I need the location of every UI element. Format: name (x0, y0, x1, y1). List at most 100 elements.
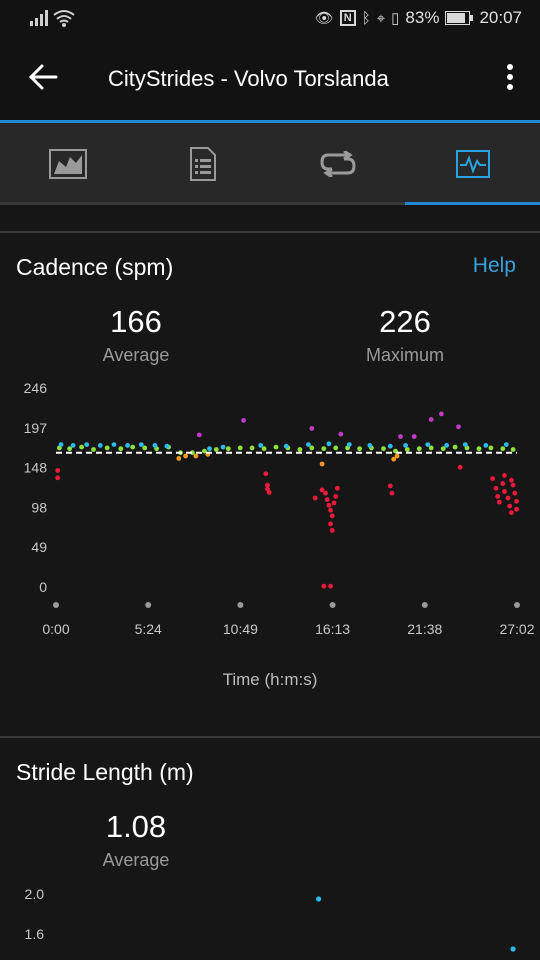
cadence-point (389, 490, 395, 496)
cadence-point (452, 444, 458, 450)
cadence-point (394, 453, 400, 459)
tab-laps[interactable] (270, 123, 405, 205)
x-tick-label: 10:49 (223, 621, 258, 637)
overflow-menu-icon[interactable] (502, 64, 518, 94)
cadence-point (493, 485, 499, 491)
cadence-point (509, 477, 514, 483)
cadence-point (326, 441, 332, 447)
cadence-point (266, 490, 272, 495)
cadence-point (220, 444, 226, 450)
divider (0, 231, 540, 233)
cadence-point (142, 445, 148, 451)
cadence-point (207, 446, 212, 452)
cadence-point (329, 513, 335, 519)
cadence-point (428, 445, 434, 451)
y-tick-label: 1.6 (25, 926, 45, 942)
cadence-maximum-value: 226 (379, 304, 431, 339)
cadence-point (319, 487, 325, 493)
cadence-point (387, 443, 393, 449)
status-bar: 👁 N ᛒ ⌖ ▯ 83% 20:07 (0, 0, 540, 36)
cadence-point (319, 461, 325, 467)
stride-point (316, 896, 322, 902)
cadence-point (404, 447, 410, 452)
cadence-point (398, 434, 403, 439)
page-title: CityStrides - Volvo Torslanda (108, 66, 389, 91)
cadence-point (309, 426, 315, 431)
cadence-average-label: Average (102, 345, 170, 365)
cadence-point (428, 417, 434, 422)
y-tick-label: 0 (39, 579, 47, 595)
cadence-point (321, 446, 327, 452)
cadence-point (328, 521, 333, 527)
battery-icon (445, 11, 474, 25)
cadence-point (500, 446, 506, 452)
cadence-chart: 246 197 148 98 49 0 0:00 5:24 10:49 16:13 21:38 27:… (24, 380, 535, 637)
cadence-point (309, 445, 315, 451)
cadence-point (510, 447, 516, 452)
cadence-point (152, 443, 158, 448)
cadence-point (70, 443, 76, 448)
cadence-point (483, 443, 489, 448)
stride-point (510, 946, 516, 952)
cadence-point (440, 446, 446, 452)
cadence-point (91, 447, 96, 452)
cadence-point (138, 442, 144, 447)
cadence-point (183, 453, 189, 459)
cadence-point (439, 411, 444, 417)
cadence-point (193, 453, 199, 459)
wifi-icon (53, 10, 75, 27)
laps-icon (319, 151, 356, 177)
cadence-point (510, 482, 516, 488)
cadence-point (387, 483, 393, 489)
y-tick-label: 2.0 (25, 886, 45, 902)
active-tab-indicator (405, 202, 540, 205)
x-tick-dot (329, 602, 336, 608)
cadence-point (312, 495, 318, 501)
x-tick-dot (514, 602, 520, 608)
cadence-point (490, 476, 495, 481)
cadence-point (367, 443, 373, 448)
cadence-point (497, 499, 502, 505)
cadence-point (323, 490, 328, 496)
cadence-point (111, 442, 117, 447)
back-arrow-icon[interactable] (26, 60, 60, 94)
tab-bar (0, 123, 540, 205)
x-tick-dot (145, 602, 152, 608)
cadence-point (202, 448, 207, 454)
cadence-point (84, 442, 90, 447)
cadence-point (503, 442, 509, 447)
cadence-point (495, 494, 501, 499)
cadence-point (118, 446, 124, 452)
cadence-point (333, 494, 339, 499)
cadence-point (425, 442, 431, 447)
x-tick-label: 27:02 (499, 621, 534, 637)
cadence-point (512, 490, 518, 496)
cadence-point (283, 443, 289, 449)
cadence-point (164, 443, 170, 449)
cadence-point (324, 497, 330, 502)
cadence-point (249, 445, 255, 451)
cadence-point (263, 471, 269, 477)
bluetooth-icon: ᛒ (361, 9, 371, 27)
clock: 20:07 (479, 8, 522, 27)
cadence-point (381, 446, 386, 452)
y-tick-label: 98 (31, 499, 47, 515)
cadence-point (502, 489, 507, 494)
cadence-point (328, 507, 333, 513)
cadence-point (502, 473, 507, 478)
divider (0, 736, 540, 738)
cadence-point (67, 446, 72, 452)
help-link[interactable]: Help (472, 254, 516, 277)
tab-map-stats[interactable] (0, 123, 135, 205)
cadence-point (328, 583, 333, 589)
cadence-point (335, 485, 340, 491)
cadence-point (190, 450, 195, 456)
cadence-point (297, 447, 303, 452)
signal-icon (30, 10, 48, 26)
cadence-point (507, 503, 513, 509)
tab-details[interactable] (135, 123, 270, 205)
cadence-point (514, 506, 519, 512)
x-tick-label: 0:00 (42, 621, 69, 637)
cadence-point (476, 446, 482, 452)
tab-charts[interactable] (405, 123, 540, 205)
